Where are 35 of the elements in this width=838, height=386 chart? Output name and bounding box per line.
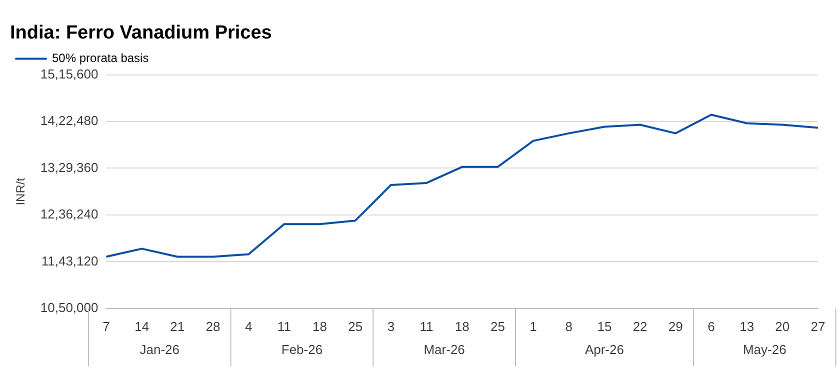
y-axis-title: INR/t <box>14 177 28 206</box>
x-tick-label: 11 <box>420 318 434 334</box>
x-tick-label: 8 <box>565 318 572 334</box>
x-tick-label: 18 <box>454 318 470 334</box>
text: May-26 <box>742 342 786 357</box>
legend-label: 50% prorata basis <box>52 51 149 66</box>
x-tick-label: 15 <box>597 318 612 334</box>
x-tick-label: 29 <box>668 318 683 334</box>
x-tick-label: 21 <box>170 318 185 334</box>
text: Jan-26 <box>140 342 180 357</box>
x-tick-label: 1 <box>530 318 537 334</box>
x-tick-label: 20 <box>775 318 790 334</box>
y-tick-label: 11,43,120 <box>41 253 98 268</box>
x-tick-label: 18 <box>312 318 327 334</box>
x-tick-label: 7 <box>102 318 110 334</box>
y-tick-label: 15,15,600 <box>40 66 98 82</box>
y-tick-label: 10,50,000 <box>40 300 98 315</box>
x-tick-label: 14 <box>134 318 150 334</box>
chart-title: India: Ferro Vanadium Prices <box>10 22 272 44</box>
x-tick-label: 13 <box>740 318 754 334</box>
x-tick-label: 25 <box>490 318 505 334</box>
x-tick-label: 11 <box>277 318 291 334</box>
x-tick-label: 6 <box>708 318 715 334</box>
x-tick-label: 3 <box>387 318 395 334</box>
y-tick-label: 14,22,480 <box>40 113 98 128</box>
text: Feb-26 <box>281 342 323 357</box>
text: Mar-26 <box>424 342 465 357</box>
y-tick-label: 13,29,360 <box>40 160 98 175</box>
x-tick-label: 27 <box>810 318 826 334</box>
x-tick-label: 25 <box>348 318 363 334</box>
x-tick-label: 28 <box>206 318 220 334</box>
y-tick-label: 12,36,240 <box>40 206 98 222</box>
text: Apr-26 <box>584 342 624 357</box>
x-tick-label: 22 <box>632 318 648 334</box>
x-tick-label: 4 <box>244 318 252 334</box>
